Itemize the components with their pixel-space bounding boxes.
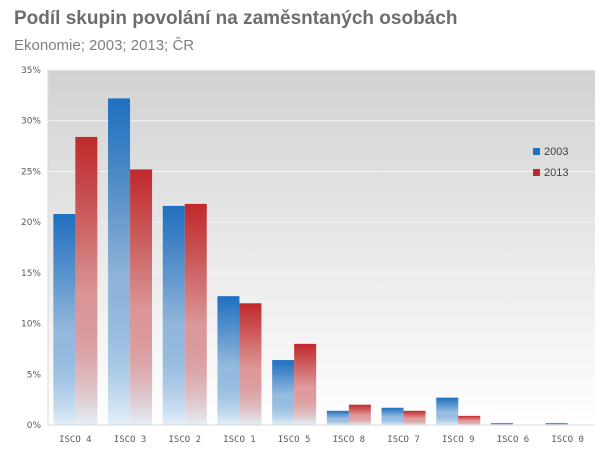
bar-2013-isco-9 bbox=[458, 415, 481, 425]
bar-2003-isco-6 bbox=[490, 422, 513, 425]
x-tick-label: ISCO 0 bbox=[551, 435, 584, 445]
legend-swatch-2003 bbox=[533, 148, 540, 155]
bar-2013-isco-1 bbox=[239, 303, 262, 425]
bar-2003-isco-4 bbox=[53, 214, 76, 425]
chart-subtitle: Ekonomie; 2003; 2013; ČR bbox=[14, 37, 195, 54]
bar-2003-isco-8 bbox=[326, 410, 349, 425]
x-tick-label: ISCO 6 bbox=[497, 435, 530, 445]
bar-2013-isco-2 bbox=[184, 203, 207, 425]
y-tick-label: 25% bbox=[21, 167, 41, 177]
y-tick-label: 30% bbox=[21, 117, 41, 127]
legend-swatch-2013 bbox=[533, 169, 540, 176]
bar-2003-isco-3 bbox=[108, 98, 131, 426]
x-tick-label: ISCO 9 bbox=[442, 435, 475, 445]
bar-2013-isco-8 bbox=[348, 404, 371, 425]
bar-2003-isco-7 bbox=[381, 407, 404, 425]
bars bbox=[53, 98, 568, 426]
legend-label-2013: 2013 bbox=[544, 167, 568, 179]
x-tick-label: ISCO 2 bbox=[168, 435, 201, 445]
x-tick-label: ISCO 1 bbox=[223, 435, 256, 445]
bar-2013-isco-3 bbox=[130, 169, 153, 425]
x-tick-label: ISCO 4 bbox=[59, 435, 92, 445]
bar-2013-isco-5 bbox=[294, 343, 317, 425]
axes: 0% 5% 10% 15% 20% 25% 30% 35% ISCO 4 ISCO 3 ISCO 2… bbox=[21, 66, 595, 445]
y-tick-label: 5% bbox=[27, 370, 42, 380]
bar-2003-isco-5 bbox=[272, 360, 295, 425]
y-tick-label: 15% bbox=[21, 269, 41, 279]
legend-label-2003: 2003 bbox=[544, 146, 568, 158]
x-tick-label: ISCO 7 bbox=[387, 435, 420, 445]
bar-2013-isco-4 bbox=[75, 136, 98, 425]
bar-2003-isco-0 bbox=[545, 422, 568, 425]
y-tick-label: 35% bbox=[21, 66, 41, 76]
x-tick-label: ISCO 5 bbox=[278, 435, 311, 445]
bar-2013-isco-7 bbox=[403, 410, 426, 425]
y-tick-label: 10% bbox=[21, 320, 41, 330]
x-tick-label: ISCO 8 bbox=[333, 435, 366, 445]
y-tick-label: 0% bbox=[27, 421, 42, 431]
bar-2003-isco-9 bbox=[436, 397, 459, 425]
y-tick-label: 20% bbox=[21, 218, 41, 228]
bar-2003-isco-1 bbox=[217, 296, 240, 425]
bar-2003-isco-2 bbox=[162, 205, 185, 425]
x-tick-label: ISCO 3 bbox=[114, 435, 147, 445]
legend: 2003 2013 bbox=[533, 146, 568, 179]
chart-title: Podíl skupin povolání na zaměsntaných os… bbox=[14, 8, 458, 29]
